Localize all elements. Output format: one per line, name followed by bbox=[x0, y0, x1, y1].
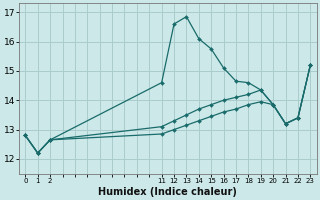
X-axis label: Humidex (Indice chaleur): Humidex (Indice chaleur) bbox=[98, 187, 237, 197]
